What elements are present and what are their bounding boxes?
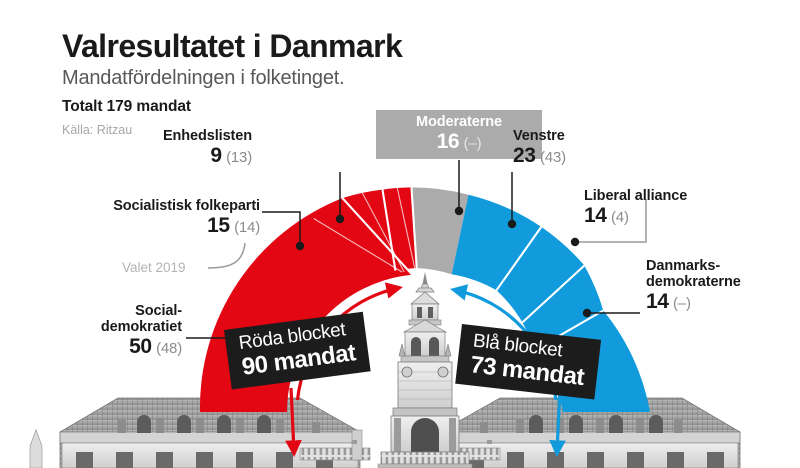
dot-liberal-alliance [570,237,580,247]
header-block: Valresultatet i Danmark Mandatfördelning… [62,28,403,137]
source-credit: Källa: Ritzau [62,122,133,137]
label-liberal-alliance: Liberal alliance 14 (4) [584,188,687,227]
seats-enhedslisten: 9 [210,144,222,168]
red-bloc-arrow-down [285,387,302,457]
label-danmarks-demokraterne: Danmarks- demokraterne 14 (–) [646,258,741,314]
segment-liberal-alliance [496,226,585,323]
blue-bloc-arrow-down [549,387,566,457]
segment-moderaterne [411,187,469,275]
party-name-venstre: Venstre [513,128,565,144]
dot-moderaterne [454,206,464,216]
prev-seats-socialistisk-folkeparti: (14) [234,219,260,237]
seats-venstre: 23 [513,144,536,168]
dot-venstre [507,219,517,229]
party-name-danmarks-line1: Danmarks- [646,258,721,274]
page-title: Valresultatet i Danmark [62,28,403,64]
party-name-moderaterne: Moderaterne [416,114,502,130]
party-name-socialdemokratiet-line2: demokratiet [100,319,182,336]
seats-socialdemokratiet: 50 [129,335,152,359]
seats-moderaterne: 16 [436,130,460,154]
dot-enhedslisten [335,214,345,224]
valet-2019-annotation: Valet 2019 [122,260,186,275]
dot-danmarks [582,308,592,318]
prev-seats-moderaterne: (–) [463,135,482,153]
segment-danmarks-demokraterne [522,265,604,351]
leader-sf [262,211,301,243]
seat-ticks [313,187,416,273]
segment-venstre [451,194,542,291]
dot-sf [295,241,305,251]
prev-seats-socialdemokratiet: (48) [156,340,182,358]
party-name-socialdemokratiet-line1: Social- [135,303,182,319]
prev-seats-venstre: (43) [540,149,566,167]
label-socialdemokratiet: Social- demokratiet 50 (48) [30,303,182,359]
prev-seats-enhedslisten: (13) [226,149,252,167]
seats-socialistisk-folkeparti: 15 [207,214,230,238]
party-name-enhedslisten: Enhedslisten [162,128,252,144]
valet2019-pointer [207,242,246,269]
prev-seats-liberal-alliance: (4) [611,209,629,227]
segment-enhedslisten [382,187,417,271]
party-name-socialistisk-folkeparti: Socialistisk folkeparti [113,198,260,214]
label-socialistisk-folkeparti: Socialistisk folkeparti 15 (14) [40,198,260,237]
party-name-danmarks-line2: demokraterne [646,274,741,291]
seats-danmarks-demokraterne: 14 [646,290,669,314]
page-subtitle: Mandatfördelningen i folketinget. [62,66,345,89]
seats-liberal-alliance: 14 [584,204,607,228]
party-name-liberal-alliance: Liberal alliance [584,188,688,204]
tower [352,272,492,468]
segment-dividers [341,187,604,352]
total-seats: Totalt 179 mandat [62,97,191,115]
leader-liberal-alliance [578,199,647,243]
prev-seats-danmarks-demokraterne: (–) [673,295,691,313]
segment-socialistisk-folkeparti [342,189,413,275]
label-venstre: Venstre 23 (43) [513,128,566,167]
label-enhedslisten: Enhedslisten 9 (13) [140,128,252,167]
label-moderaterne: Moderaterne 16 (–) [376,110,542,160]
